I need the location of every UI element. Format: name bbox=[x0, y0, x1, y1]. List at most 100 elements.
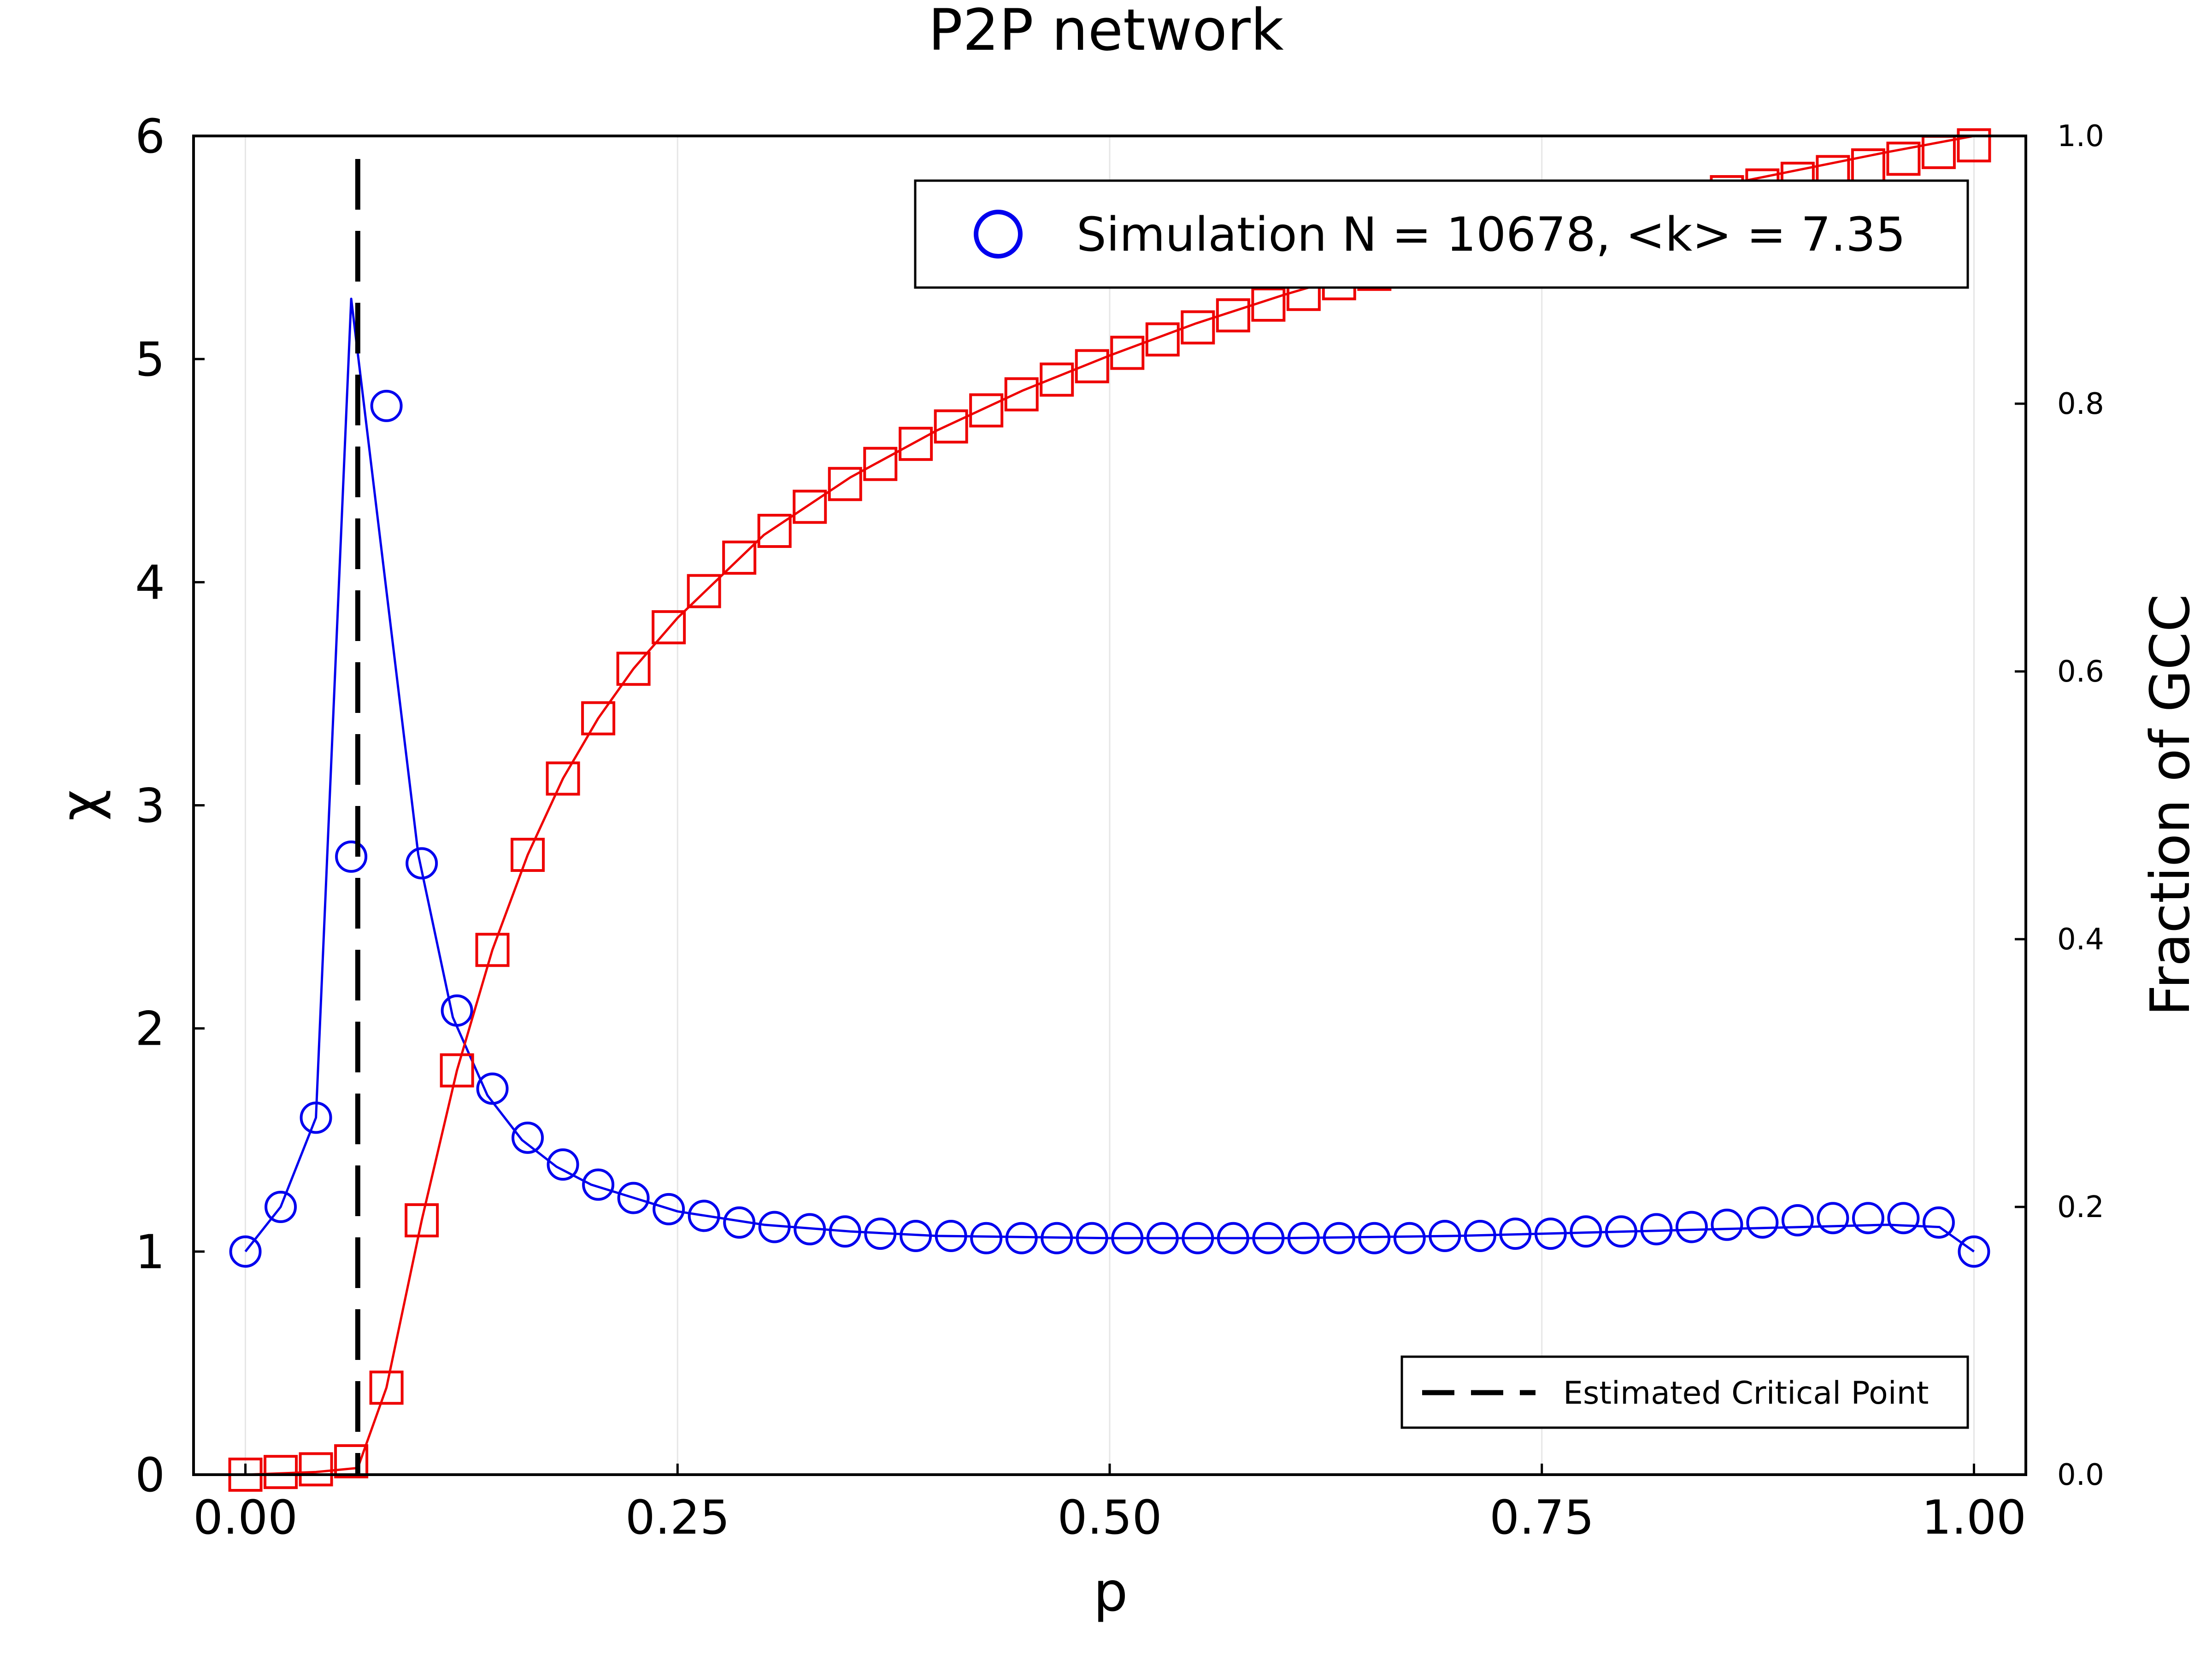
grid bbox=[245, 136, 1975, 1475]
chi-data-point bbox=[1076, 1222, 1108, 1254]
gcc-data-point bbox=[334, 1444, 369, 1478]
x-axis-label: p bbox=[1094, 1560, 1128, 1624]
chi-data-point bbox=[900, 1219, 932, 1252]
chi-data-point bbox=[1852, 1202, 1884, 1235]
chi-data-point bbox=[441, 994, 473, 1027]
chi-data-point bbox=[1675, 1211, 1708, 1243]
chi-data-point bbox=[1640, 1213, 1673, 1246]
chi-data-point bbox=[829, 1215, 861, 1248]
chi-data-point bbox=[1146, 1222, 1179, 1254]
left-y-tick-label: 2 bbox=[135, 1002, 165, 1057]
chi-data-point bbox=[406, 847, 438, 880]
legend-critical-point-label: Estimated Critical Point bbox=[1563, 1375, 1929, 1412]
chi-data-point bbox=[1393, 1222, 1426, 1254]
chi-data-point bbox=[1817, 1202, 1849, 1235]
left-y-axis-label: χ bbox=[48, 789, 112, 821]
chi-data-point bbox=[1887, 1202, 1920, 1235]
chi-data-point bbox=[1499, 1218, 1532, 1250]
chi-data-point bbox=[758, 1211, 791, 1243]
right-y-tick-label: 0.2 bbox=[2057, 1190, 2104, 1224]
chi-data-point bbox=[265, 1191, 297, 1223]
gcc-data-point bbox=[969, 393, 1004, 428]
chi-data-point bbox=[1005, 1222, 1038, 1254]
x-tick-label: 0.25 bbox=[625, 1490, 730, 1545]
x-tick-label: 1.00 bbox=[1922, 1490, 2026, 1545]
x-tick-label: 0.50 bbox=[1057, 1490, 1162, 1545]
left-y-tick-label: 3 bbox=[135, 779, 165, 834]
gcc-data-point bbox=[687, 574, 721, 608]
left-y-tick-label: 6 bbox=[135, 109, 165, 164]
chart-title: P2P network bbox=[928, 0, 1284, 64]
left-y-tick-label: 1 bbox=[135, 1225, 165, 1280]
chi-data-point bbox=[653, 1193, 685, 1225]
gcc-data-point bbox=[863, 447, 898, 481]
gcc-data-point bbox=[299, 1452, 333, 1487]
chi-data-point bbox=[723, 1206, 756, 1239]
gcc-data-point bbox=[1251, 288, 1286, 322]
gcc-data-point bbox=[757, 513, 792, 548]
gcc-data-point bbox=[899, 427, 933, 461]
chi-data-point bbox=[1111, 1222, 1144, 1254]
gcc-data-point bbox=[440, 1053, 474, 1088]
gcc-data-point bbox=[1075, 349, 1109, 383]
legend-simulation-box bbox=[914, 179, 1969, 289]
chi-data-point bbox=[512, 1121, 544, 1154]
chi-data-point bbox=[1358, 1222, 1391, 1254]
chi-data-point bbox=[935, 1219, 967, 1252]
gcc-data-point bbox=[475, 933, 510, 967]
left-y-tick-label: 5 bbox=[135, 332, 165, 387]
chi-data-point bbox=[1922, 1206, 1955, 1239]
gcc-data-point bbox=[828, 467, 862, 501]
chi-data-point bbox=[300, 1101, 332, 1134]
gcc-data-point bbox=[1216, 298, 1250, 333]
x-axis-ticks: 0.00 0.25 0.50 0.75 1.00 bbox=[193, 1464, 2026, 1545]
x-tick-label: 0.75 bbox=[1489, 1490, 1594, 1545]
right-y-axis-ticks: 0.0 0.2 0.4 0.6 0.8 1.0 bbox=[2015, 119, 2104, 1492]
chi-data-point bbox=[1711, 1208, 1743, 1241]
chi-data-point bbox=[1958, 1235, 1990, 1268]
chi-data-point bbox=[1429, 1219, 1461, 1252]
left-y-tick-label: 4 bbox=[135, 555, 165, 610]
chi-data-point bbox=[864, 1218, 897, 1250]
gcc-data-point bbox=[1181, 310, 1215, 345]
chi-data-point bbox=[1464, 1219, 1496, 1252]
chi-data-point bbox=[370, 389, 403, 422]
left-y-axis-ticks: 0 1 2 3 4 5 6 bbox=[135, 109, 205, 1503]
chi-data-point bbox=[617, 1182, 650, 1214]
gcc-data-point bbox=[934, 409, 968, 444]
right-y-tick-label: 1.0 bbox=[2057, 119, 2104, 153]
chi-data-point bbox=[794, 1213, 826, 1246]
x-tick-label: 0.00 bbox=[193, 1490, 298, 1545]
gcc-data-point bbox=[264, 1455, 298, 1489]
chi-data-point bbox=[1217, 1222, 1249, 1254]
right-y-axis-label: Fraction of GCC bbox=[2138, 594, 2202, 1016]
chi-data-point bbox=[582, 1168, 615, 1201]
chi-data-point bbox=[1570, 1215, 1602, 1248]
gcc-data-point bbox=[722, 541, 757, 575]
gcc-data-point bbox=[652, 610, 686, 645]
right-y-tick-label: 0.0 bbox=[2057, 1458, 2104, 1492]
gcc-data-point bbox=[1040, 362, 1074, 397]
right-y-tick-label: 0.4 bbox=[2057, 923, 2104, 957]
chi-data-point bbox=[229, 1235, 262, 1268]
legend-critical-point: Estimated Critical Point bbox=[1400, 1355, 1969, 1429]
gcc-data-point bbox=[1004, 377, 1039, 412]
gcc-data-point bbox=[405, 1203, 439, 1238]
legend-simulation: Simulation N = 10678, <k> = 7.35 bbox=[914, 179, 1969, 289]
chi-data-point bbox=[1041, 1222, 1073, 1254]
chi-data-point bbox=[1287, 1222, 1320, 1254]
gcc-data-point bbox=[1110, 335, 1145, 370]
chi-data-point bbox=[1323, 1222, 1355, 1254]
chi-data-point bbox=[547, 1148, 579, 1181]
chi-data-point bbox=[1534, 1218, 1567, 1250]
chi-data-point bbox=[1605, 1215, 1637, 1248]
gcc-data-point bbox=[1145, 322, 1180, 357]
right-y-tick-label: 0.6 bbox=[2057, 655, 2104, 689]
gcc-data-point bbox=[581, 701, 616, 735]
gcc-data-point bbox=[793, 489, 827, 524]
legend-simulation-marker bbox=[974, 210, 1023, 259]
legend-simulation-label: Simulation N = 10678, <k> = 7.35 bbox=[1077, 207, 1906, 262]
left-y-tick-label: 0 bbox=[135, 1448, 165, 1503]
gcc-data-point bbox=[616, 652, 651, 686]
chi-data-point bbox=[335, 840, 368, 873]
